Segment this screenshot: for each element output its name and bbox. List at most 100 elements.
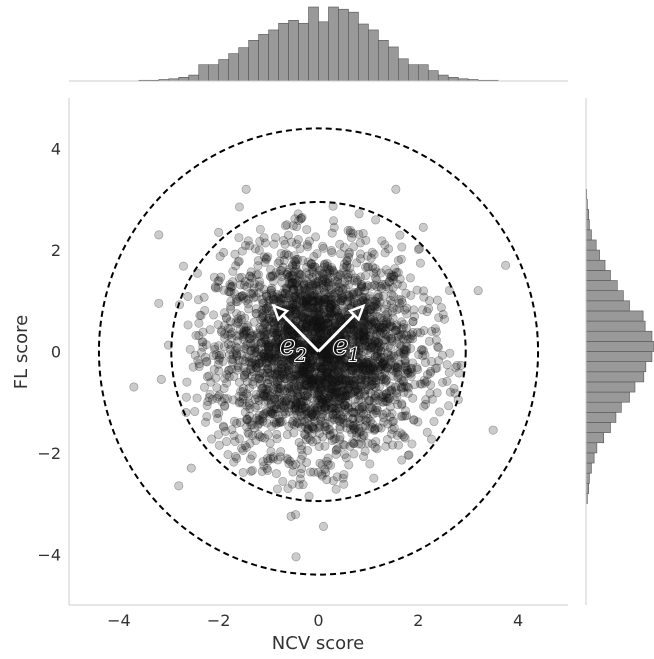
scatter-point <box>276 359 286 369</box>
scatter-point <box>390 386 400 396</box>
scatter-point <box>436 303 446 313</box>
scatter-point <box>272 429 282 439</box>
scatter-point <box>287 398 297 408</box>
scatter-point <box>473 286 483 296</box>
scatter-point <box>351 408 361 418</box>
scatter-point <box>397 295 407 305</box>
scatter-point <box>414 244 424 254</box>
scatter-point <box>296 404 306 414</box>
scatter-point <box>295 379 305 389</box>
scatter-point <box>222 437 232 447</box>
scatter-point <box>311 270 321 280</box>
scatter-point <box>334 355 344 365</box>
scatter-point <box>363 317 373 327</box>
scatter-point <box>296 348 306 358</box>
scatter-point <box>268 328 278 338</box>
scatter-point <box>304 372 314 382</box>
scatter-point <box>401 338 411 348</box>
scatter-point <box>346 269 356 279</box>
scatter-point <box>370 296 380 306</box>
scatter-point <box>248 379 258 389</box>
scatter-point <box>337 306 347 316</box>
scatter-point <box>356 284 366 294</box>
scatter-point <box>276 363 286 373</box>
scatter-point <box>336 294 346 304</box>
scatter-point <box>308 316 318 326</box>
scatter-point <box>381 396 391 406</box>
scatter-point <box>348 437 358 447</box>
scatter-point <box>325 303 335 313</box>
scatter-point <box>213 359 223 369</box>
scatter-point <box>272 377 282 387</box>
scatter-point <box>389 271 399 281</box>
scatter-point <box>280 373 290 383</box>
scatter-point <box>278 262 288 272</box>
scatter-point <box>338 283 348 293</box>
scatter-point <box>331 304 341 314</box>
scatter-point <box>326 359 336 369</box>
scatter-point <box>276 403 286 413</box>
scatter-point <box>225 344 235 354</box>
scatter-point <box>291 406 301 416</box>
scatter-point <box>286 511 296 521</box>
scatter-point <box>223 330 233 340</box>
scatter-point <box>244 356 254 366</box>
scatter-point <box>315 327 325 337</box>
scatter-point <box>285 353 295 363</box>
scatter-point <box>426 434 436 444</box>
scatter-point <box>260 332 270 342</box>
scatter-point <box>265 324 275 334</box>
scatter-point <box>319 307 329 317</box>
scatter-point <box>291 398 301 408</box>
y-tick-label: −4 <box>37 545 61 564</box>
scatter-point <box>323 453 333 463</box>
scatter-point <box>231 451 241 461</box>
scatter-point <box>329 403 339 413</box>
x-histogram-bar <box>368 29 379 82</box>
scatter-point <box>322 259 332 269</box>
scatter-point <box>290 383 300 393</box>
scatter-point <box>324 352 334 362</box>
scatter-point <box>367 376 377 386</box>
scatter-point <box>327 413 337 423</box>
scatter-point <box>339 339 349 349</box>
scatter-point <box>312 249 322 259</box>
scatter-point <box>420 358 430 368</box>
scatter-point <box>182 377 192 387</box>
scatter-point <box>301 343 311 353</box>
scatter-point <box>288 346 298 356</box>
scatter-point <box>325 303 335 313</box>
scatter-point <box>371 376 381 386</box>
scatter-point <box>323 394 333 404</box>
scatter-point <box>314 284 324 294</box>
scatter-point <box>286 280 296 290</box>
scatter-point <box>263 348 273 358</box>
scatter-point <box>380 368 390 378</box>
scatter-point <box>387 424 397 434</box>
scatter-point <box>391 184 401 194</box>
scatter-point <box>302 240 312 250</box>
scatter-point <box>318 432 328 442</box>
scatter-point <box>260 330 270 340</box>
scatter-point <box>320 320 330 330</box>
scatter-point <box>249 339 259 349</box>
scatter-point <box>299 372 309 382</box>
scatter-point <box>322 367 332 377</box>
scatter-point <box>220 320 230 330</box>
scatter-point <box>378 319 388 329</box>
scatter-point <box>308 296 318 306</box>
scatter-point <box>354 414 364 424</box>
scatter-point <box>315 420 325 430</box>
scatter-point <box>276 349 286 359</box>
scatter-point <box>296 381 306 391</box>
scatter-point <box>360 391 370 401</box>
scatter-point <box>332 472 342 482</box>
scatter-point <box>329 222 339 232</box>
scatter-point <box>316 370 326 380</box>
scatter-point <box>362 377 372 387</box>
scatter-point <box>367 281 377 291</box>
scatter-point <box>284 381 294 391</box>
scatter-point <box>220 401 230 411</box>
scatter-point <box>340 392 350 402</box>
scatter-point <box>258 368 268 378</box>
